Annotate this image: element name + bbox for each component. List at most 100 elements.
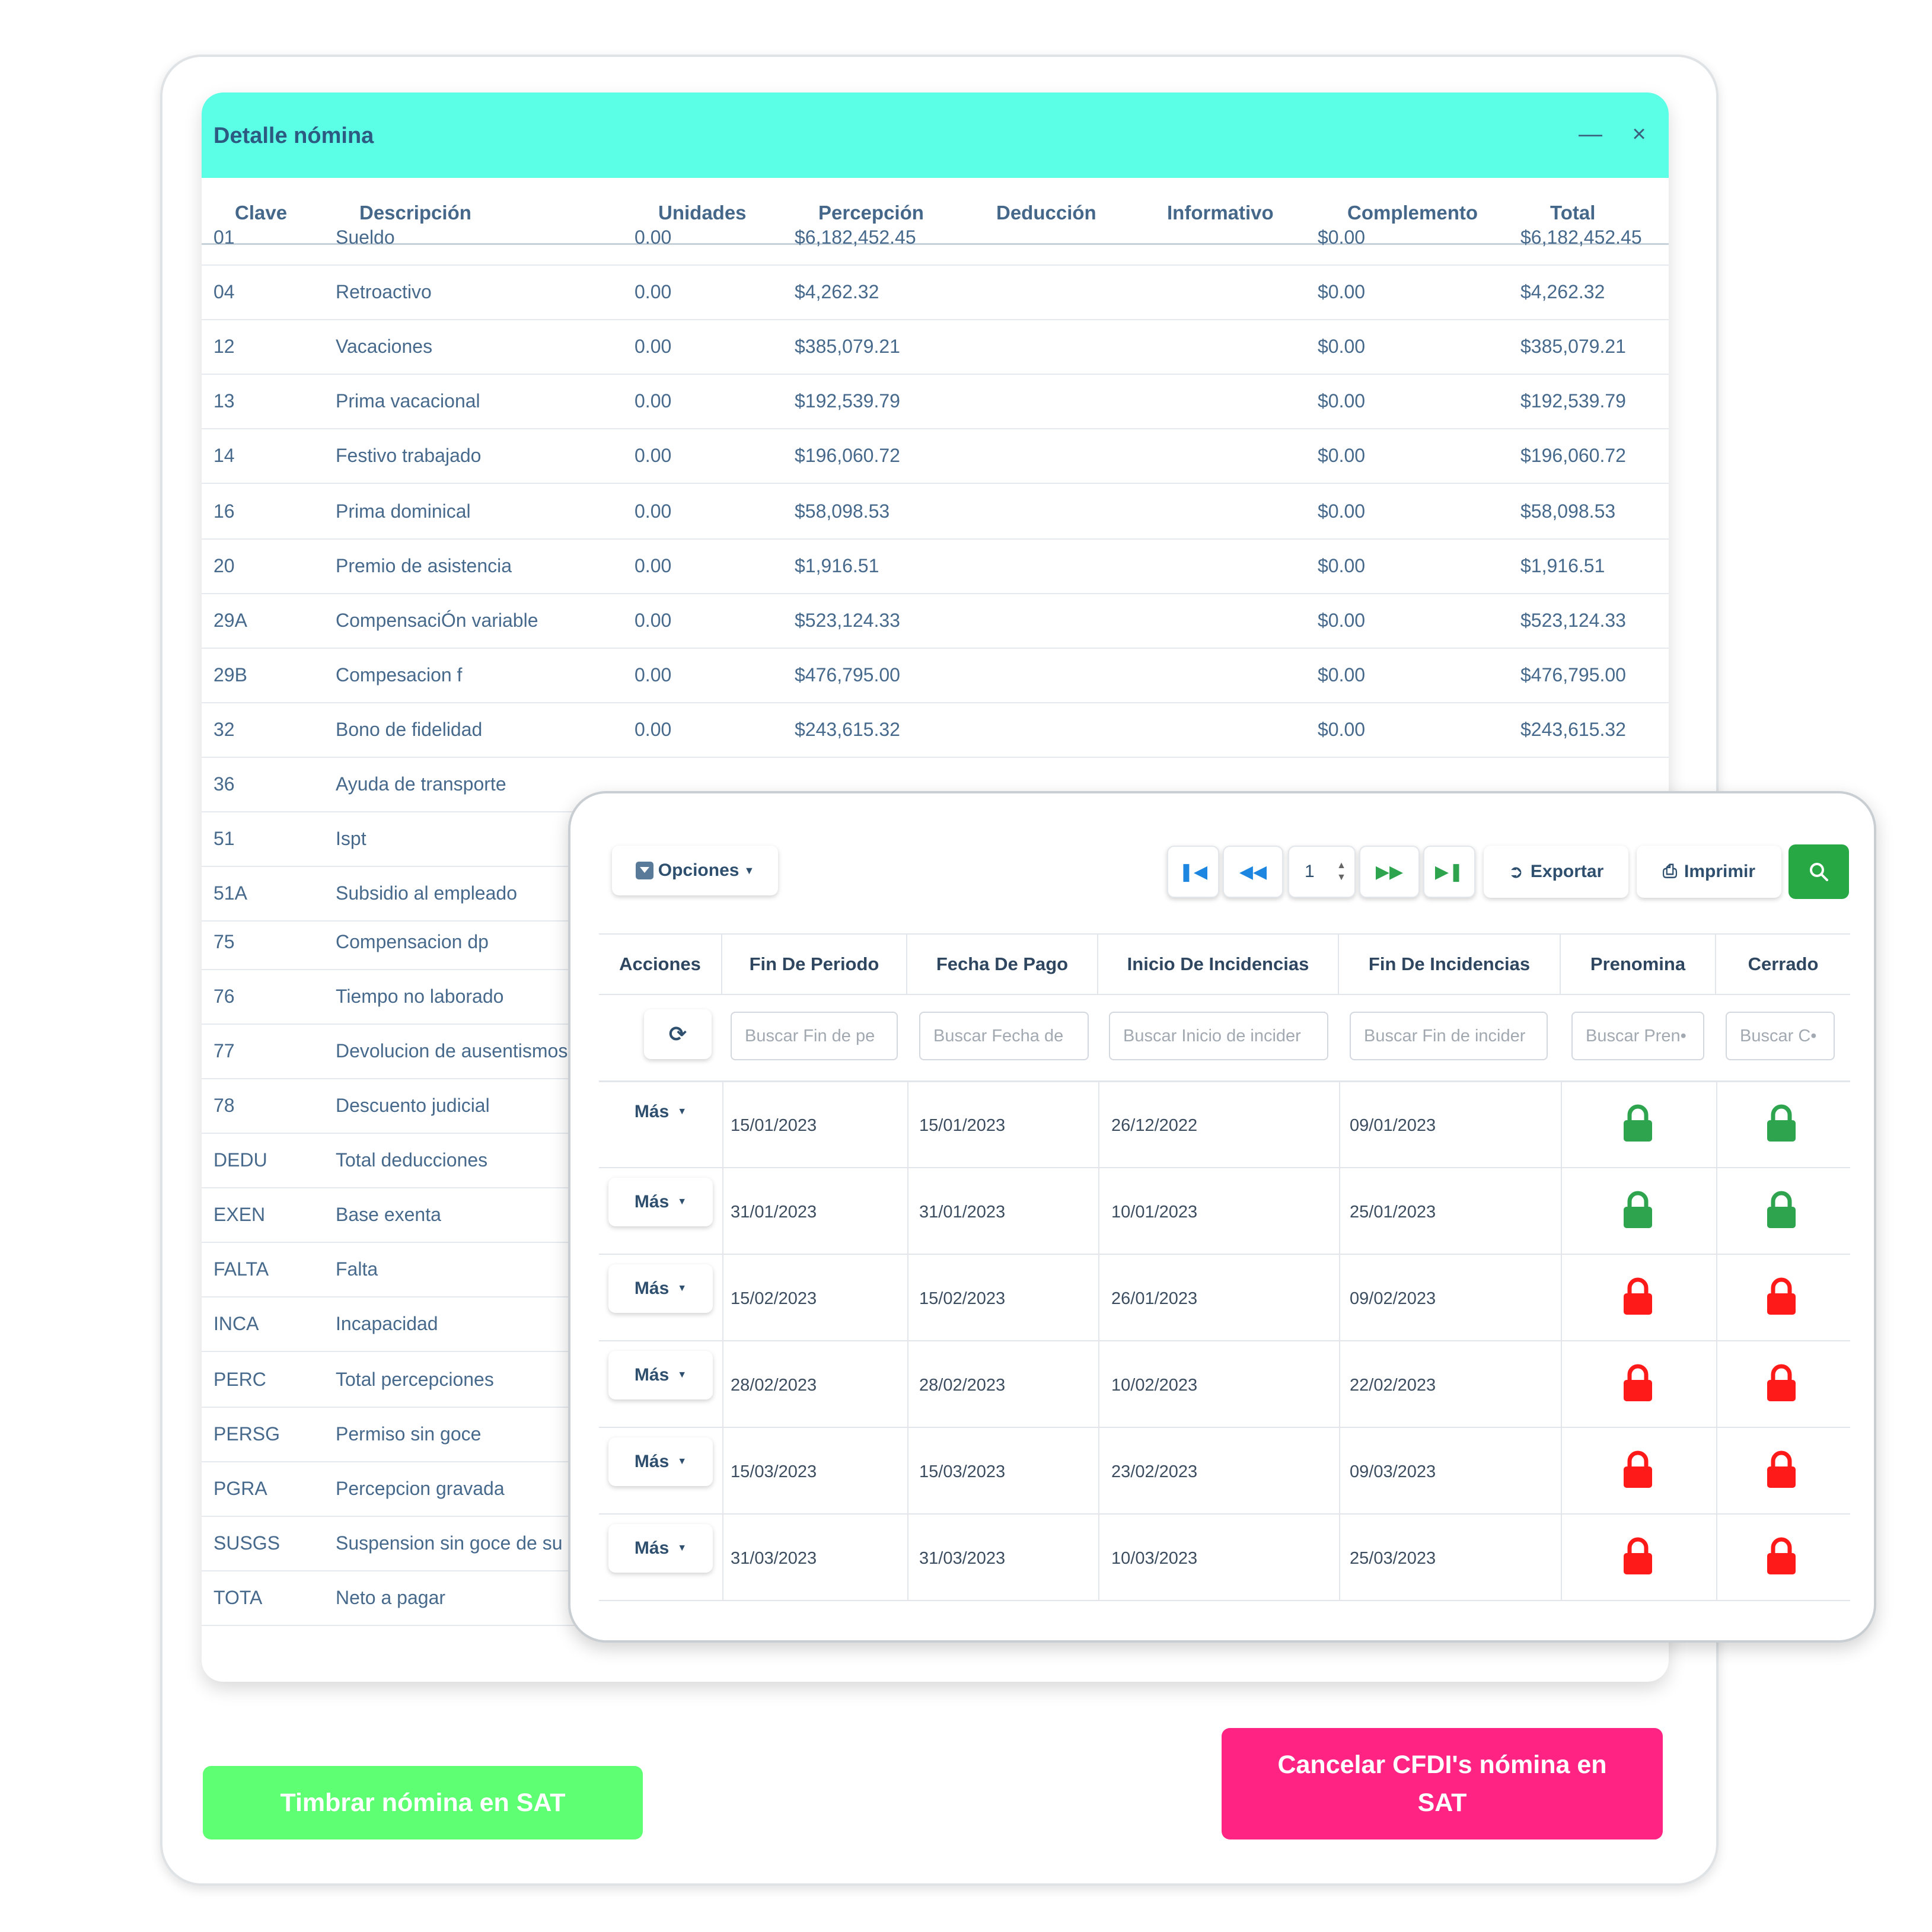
cell-inicio-inc: 10/01/2023 <box>1111 1203 1198 1222</box>
cell-clave: 36 <box>213 773 235 795</box>
cell-total: $385,079.21 <box>1520 336 1626 357</box>
print-button[interactable]: ⎙ Imprimir <box>1637 846 1781 898</box>
detail-row[interactable]: 32 Bono de fidelidad 0.00 $243,615.32 $0.00 $… <box>202 702 1669 758</box>
refresh-button[interactable]: ⟳ <box>644 1009 712 1059</box>
cerrado-lock-icon[interactable] <box>1765 1191 1798 1229</box>
detail-row[interactable]: 16 Prima dominical 0.00 $58,098.53 $0.00 $58,… <box>202 484 1669 540</box>
cell-descripcion: Tiempo no laborado <box>336 986 504 1007</box>
filter-fecha-pago[interactable]: Buscar Fecha de <box>919 1012 1089 1060</box>
detail-row[interactable]: 20 Premio de asistencia 0.00 $1,916.51 $0.00… <box>202 538 1669 594</box>
col-complemento[interactable]: Complemento <box>1347 202 1478 224</box>
detail-header: Detalle nómina — × <box>202 93 1669 178</box>
column-divider <box>1561 1255 1562 1340</box>
timbrar-button[interactable]: Timbrar nómina en SAT <box>203 1766 643 1839</box>
stepper-icon: ▲ ▼ <box>1337 860 1346 882</box>
col-percepcion[interactable]: Percepción <box>818 202 924 224</box>
filter-cerrado[interactable]: Buscar C• <box>1726 1012 1835 1060</box>
col-inicio-incidencias[interactable]: Inicio De Incidencias <box>1098 935 1339 994</box>
cell-complemento: $0.00 <box>1318 719 1366 740</box>
cell-clave: 77 <box>213 1040 235 1061</box>
col-fin-incidencias[interactable]: Fin De Incidencias <box>1339 935 1561 994</box>
detail-row[interactable]: 13 Prima vacacional 0.00 $192,539.79 $0.00 $1… <box>202 374 1669 429</box>
cell-clave: 32 <box>213 719 235 740</box>
col-descripcion[interactable]: Descripción <box>359 202 471 224</box>
filter-fin-periodo[interactable]: Buscar Fin de pe <box>731 1012 898 1060</box>
chevron-down-icon: ▼ <box>677 1543 687 1553</box>
col-prenomina[interactable]: Prenomina <box>1561 935 1716 994</box>
more-label: Más <box>634 1279 669 1298</box>
detail-table-header: Clave Descripción Unidades Percepción De… <box>202 178 1669 245</box>
cell-descripcion: Compensacion dp <box>336 931 489 952</box>
more-button[interactable]: Más ▼ <box>608 1088 713 1136</box>
cell-descripcion: Neto a pagar <box>336 1587 446 1608</box>
filter-inicio-incidencias[interactable]: Buscar Inicio de incider <box>1109 1012 1328 1060</box>
cell-total: $476,795.00 <box>1520 664 1626 686</box>
cell-descripcion: Percepcion gravada <box>336 1478 505 1499</box>
col-cerrado[interactable]: Cerrado <box>1748 954 1819 974</box>
page-number-input[interactable]: 1 ▲ ▼ <box>1288 846 1356 898</box>
cell-percepcion: $4,262.32 <box>795 281 879 302</box>
cell-fin-inc: 22/02/2023 <box>1350 1376 1436 1395</box>
search-button[interactable] <box>1788 844 1849 899</box>
cancelar-button[interactable]: Cancelar CFDI's nómina en SAT <box>1222 1728 1663 1839</box>
chevron-down-icon: ▼ <box>744 864 755 876</box>
detail-row[interactable]: 29A CompensaciÓn variable 0.00 $523,124.33 $… <box>202 593 1669 649</box>
col-fecha-pago[interactable]: Fecha De Pago <box>907 935 1098 994</box>
prenomina-lock-icon[interactable] <box>1621 1277 1654 1315</box>
detail-row[interactable]: 04 Retroactivo 0.00 $4,262.32 $0.00 $4,262.32 <box>202 264 1669 320</box>
cell-fin-periodo: 15/01/2023 <box>731 1116 817 1135</box>
more-button[interactable]: Más ▼ <box>608 1178 713 1226</box>
prenomina-lock-icon[interactable] <box>1621 1104 1654 1142</box>
cell-fecha-pago: 15/03/2023 <box>919 1462 1006 1481</box>
col-deduccion[interactable]: Deducción <box>996 202 1096 224</box>
detail-title: Detalle nómina <box>213 123 374 148</box>
first-page-button[interactable]: ❚◀ <box>1167 846 1219 898</box>
col-acciones[interactable]: Acciones <box>599 935 722 994</box>
detail-row[interactable]: 14 Festivo trabajado 0.00 $196,060.72 $0.00 $… <box>202 428 1669 484</box>
cerrado-lock-icon[interactable] <box>1765 1104 1798 1142</box>
filter-fin-incidencias[interactable]: Buscar Fin de incider <box>1350 1012 1548 1060</box>
prenomina-lock-icon[interactable] <box>1621 1450 1654 1488</box>
col-unidades[interactable]: Unidades <box>658 202 747 224</box>
detail-row[interactable]: 29B Compesacion f 0.00 $476,795.00 $0.00 $476… <box>202 648 1669 703</box>
cell-descripcion: CompensaciÓn variable <box>336 610 538 631</box>
prev-page-button[interactable]: ◀◀ <box>1223 846 1283 898</box>
cell-percepcion: $523,124.33 <box>795 610 900 631</box>
col-fin-periodo[interactable]: Fin De Periodo <box>722 935 907 994</box>
column-divider <box>722 1515 723 1600</box>
column-divider <box>1561 1428 1562 1513</box>
col-total[interactable]: Total <box>1550 202 1596 224</box>
column-divider <box>907 1082 908 1167</box>
export-button[interactable]: ➲ Exportar <box>1484 846 1628 898</box>
detail-row[interactable]: 01 Sueldo 0.00 $6,182,452.45 $0.00 $6,182,452… <box>202 210 1669 266</box>
column-divider <box>1098 1082 1099 1167</box>
close-icon[interactable]: × <box>1632 121 1646 147</box>
column-divider <box>1339 1515 1340 1600</box>
next-page-button[interactable]: ▶▶ <box>1359 846 1420 898</box>
cerrado-lock-icon[interactable] <box>1765 1277 1798 1315</box>
detail-row[interactable]: 12 Vacaciones 0.00 $385,079.21 $0.00 $385,079… <box>202 319 1669 375</box>
more-button[interactable]: Más ▼ <box>608 1264 713 1313</box>
cerrado-lock-icon[interactable] <box>1765 1450 1798 1488</box>
cerrado-lock-icon[interactable] <box>1765 1537 1798 1575</box>
options-dropdown[interactable]: Opciones ▼ <box>612 846 778 895</box>
column-divider <box>1339 1082 1340 1167</box>
cell-total: $243,615.32 <box>1520 719 1626 740</box>
cell-descripcion: Suspension sin goce de su <box>336 1532 563 1554</box>
col-informativo[interactable]: Informativo <box>1167 202 1274 224</box>
more-button[interactable]: Más ▼ <box>608 1524 713 1573</box>
prenomina-lock-icon[interactable] <box>1621 1191 1654 1229</box>
period-row: Más ▼ 31/03/2023 31/03/2023 10/03/2023 25/03/… <box>599 1515 1850 1601</box>
first-page-icon: ❚◀ <box>1178 862 1208 882</box>
prenomina-lock-icon[interactable] <box>1621 1537 1654 1575</box>
cell-descripcion: Ispt <box>336 828 366 849</box>
more-button[interactable]: Más ▼ <box>608 1351 713 1399</box>
col-clave[interactable]: Clave <box>235 202 288 224</box>
chevron-down-icon: ▼ <box>677 1456 687 1466</box>
more-button[interactable]: Más ▼ <box>608 1437 713 1486</box>
minimize-icon[interactable]: — <box>1579 121 1602 147</box>
cerrado-lock-icon[interactable] <box>1765 1364 1798 1402</box>
filter-prenomina[interactable]: Buscar Pren• <box>1571 1012 1704 1060</box>
last-page-button[interactable]: ▶❚ <box>1423 846 1475 898</box>
prenomina-lock-icon[interactable] <box>1621 1364 1654 1402</box>
